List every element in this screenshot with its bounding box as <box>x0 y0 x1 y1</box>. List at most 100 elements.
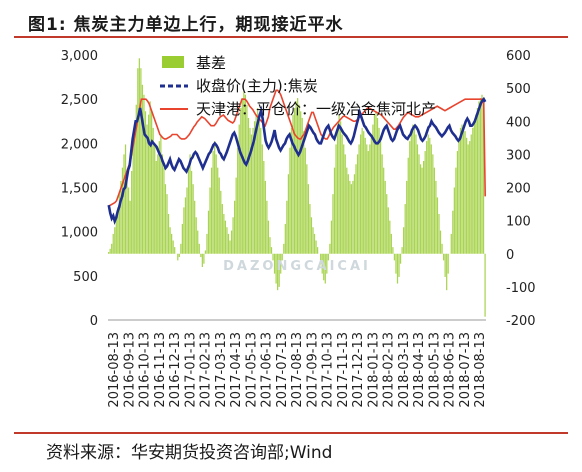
basis-bar <box>290 127 293 254</box>
basis-bar <box>418 154 420 254</box>
basis-bar <box>438 214 440 254</box>
basis-bar <box>416 144 419 254</box>
basis-bar <box>327 253 329 261</box>
basis-bar <box>304 147 306 254</box>
basis-bar <box>206 233 208 254</box>
basis-bar <box>324 253 326 284</box>
basis-bar <box>161 154 164 254</box>
basis-bar <box>467 144 469 254</box>
basis-bar <box>111 243 113 254</box>
basis-bar <box>475 114 477 254</box>
source-note: 资料来源：华安期货投资咨询部;Wind <box>46 443 333 463</box>
basis-bar <box>109 248 111 254</box>
basis-bar <box>144 111 147 254</box>
basis-bar <box>350 184 353 254</box>
y-right-tick-label: 600 <box>506 49 531 64</box>
basis-bar <box>303 131 305 254</box>
basis-bar <box>363 131 365 254</box>
basis-bar <box>293 108 296 254</box>
basis-bar <box>114 227 116 254</box>
basis-bar <box>352 180 354 254</box>
basis-bar <box>186 187 188 254</box>
basis-bar <box>384 180 386 254</box>
bottom-rule <box>14 432 568 434</box>
basis-bar <box>118 194 120 254</box>
basis-bar <box>201 253 203 267</box>
basis-bar <box>484 253 486 317</box>
basis-bar <box>183 207 185 254</box>
basis-bar <box>187 167 190 254</box>
basis-bar <box>393 253 396 261</box>
basis-bar <box>178 253 180 258</box>
basis-bar <box>138 58 140 254</box>
basis-bar <box>336 124 339 254</box>
basis-bar <box>407 157 409 254</box>
basis-bar <box>412 124 414 254</box>
x-tick-label: 2017-09-13 <box>305 332 320 408</box>
basis-bar <box>326 253 328 274</box>
x-tick-label: 2018-05-13 <box>427 332 442 408</box>
basis-bar <box>172 240 174 254</box>
basis-bar <box>124 144 127 254</box>
basis-bar <box>154 144 156 254</box>
y-left-tick-label: 1,000 <box>61 226 98 241</box>
legend-label: 基差 <box>196 54 226 72</box>
basis-bar <box>237 147 239 254</box>
basis-bar <box>481 94 483 254</box>
basis-bar <box>404 204 406 254</box>
y-left-tick-label: 0 <box>90 314 98 329</box>
futures-price-line <box>107 96 487 225</box>
basis-bar <box>430 144 432 254</box>
basis-bar <box>160 134 162 254</box>
basis-bar <box>177 253 179 261</box>
basis-bar <box>473 121 475 254</box>
basis-bar <box>123 154 125 254</box>
basis-bar <box>166 194 168 254</box>
basis-bar <box>221 204 223 254</box>
basis-bar <box>373 114 376 254</box>
basis-bar <box>353 174 356 254</box>
x-tick-label: 2017-08-13 <box>290 332 305 408</box>
basis-bar <box>127 187 130 254</box>
basis-bar <box>379 141 382 254</box>
basis-bar <box>169 227 171 254</box>
y-right-tick-label: 200 <box>506 182 531 197</box>
basis-bar <box>358 144 360 254</box>
basis-bar <box>287 174 290 254</box>
basis-bar <box>134 124 136 254</box>
chart-title: 图1: 焦炭主力单边上行，期现接近平水 <box>28 10 344 35</box>
basis-bar <box>300 111 302 254</box>
x-tick-label: 2018-02-13 <box>382 332 397 408</box>
basis-bar <box>458 137 460 254</box>
basis-bar <box>340 121 342 254</box>
basis-bar <box>381 154 383 254</box>
basis-bar <box>355 164 357 254</box>
basis-bar <box>115 214 117 254</box>
basis-bar <box>167 214 170 254</box>
x-tick-label: 2016-12-13 <box>168 332 183 408</box>
basis-bar <box>320 253 322 264</box>
chart: DAZONGCAICAI 0 500 1,000 1,500 2,000 2,500 3,00… <box>61 49 536 408</box>
y-right-tick-label: 100 <box>506 215 531 230</box>
basis-bar <box>135 104 137 254</box>
basis-bar <box>197 230 199 254</box>
basis-bar <box>117 207 119 254</box>
basis-bar <box>433 167 435 254</box>
basis-bar <box>292 114 294 254</box>
x-tick-label: 2017-02-13 <box>199 332 214 408</box>
basis-bar <box>108 252 110 254</box>
x-tick-label: 2016-09-13 <box>122 332 137 408</box>
basis-bar <box>469 141 471 254</box>
basis-bar <box>190 170 193 254</box>
basis-bar <box>316 247 319 254</box>
x-tick-label: 2018-08-13 <box>473 332 488 408</box>
basis-bar <box>356 154 359 254</box>
basis-bar <box>152 127 154 254</box>
basis-bar <box>143 94 145 254</box>
legend-label: 收盘价(主力):焦炭 <box>196 77 318 95</box>
basis-bar <box>174 247 176 254</box>
basis-bar <box>249 127 251 254</box>
basis-bar <box>349 180 351 254</box>
basis-bar <box>141 84 144 254</box>
basis-bar <box>470 134 472 254</box>
